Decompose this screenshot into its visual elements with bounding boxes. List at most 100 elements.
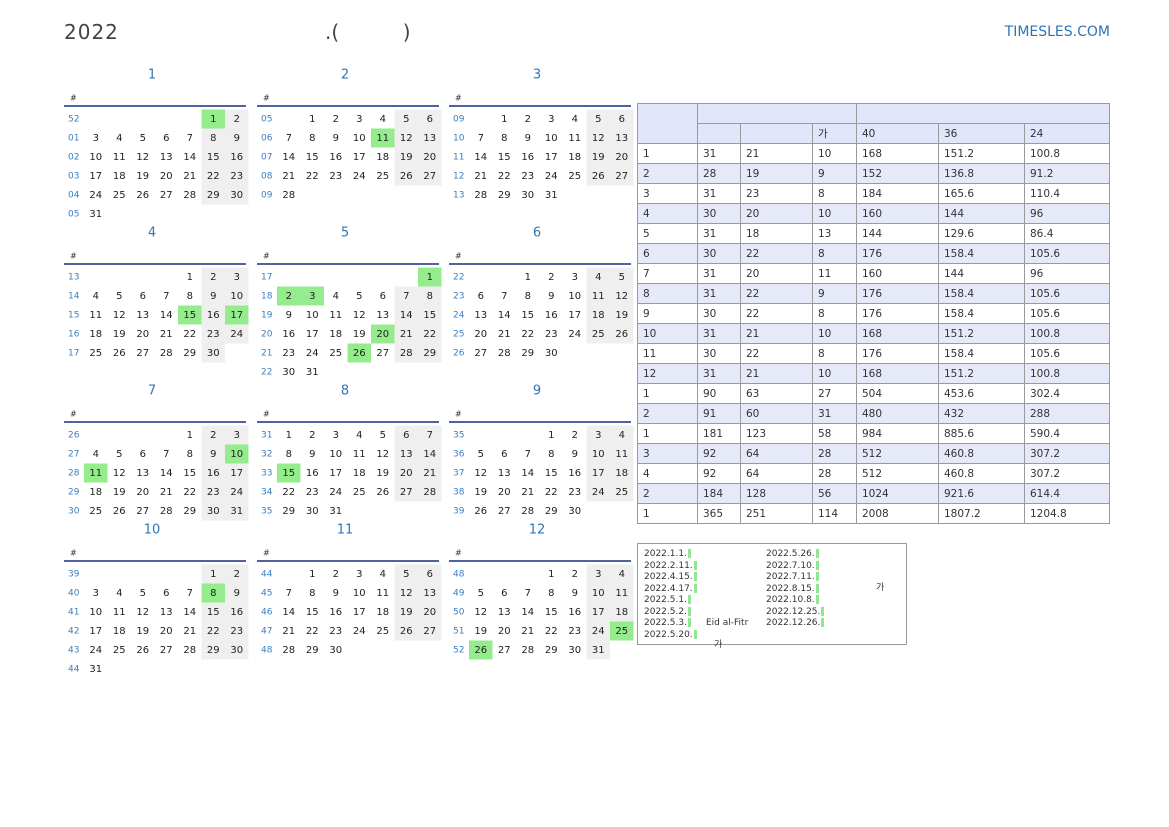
table-cell: 512	[856, 443, 939, 464]
day-number: 12	[136, 152, 149, 163]
table-row: 3 31 23 8 184 165.6 110.4	[637, 183, 1110, 204]
day-number: 31	[89, 209, 102, 220]
table-cell: 365	[697, 503, 741, 524]
day-number: 25	[89, 506, 102, 517]
day-number: 28	[521, 645, 534, 656]
day-number: 20	[160, 626, 173, 637]
day-number: 12	[400, 133, 413, 144]
day-number: 7	[478, 133, 484, 144]
day-number: 20	[615, 152, 628, 163]
table-cell: 8	[637, 283, 698, 304]
holiday-marker	[693, 572, 697, 581]
day-number: 20	[376, 329, 389, 340]
holiday-date: 2022.5.26.	[766, 549, 815, 559]
day-number: 9	[548, 291, 554, 302]
weekend-cell	[201, 602, 225, 622]
day-number: 22	[423, 329, 436, 340]
weekend-cell	[610, 444, 634, 464]
table-cell: 11	[637, 343, 698, 364]
day-number: 12	[376, 449, 389, 460]
week-number: 11	[453, 153, 464, 163]
week-number: 24	[453, 311, 465, 321]
table-cell: 432	[938, 403, 1025, 424]
holiday-cell	[225, 444, 249, 464]
week-header: #	[70, 549, 77, 558]
holiday-item: 2022.1.1.	[644, 549, 691, 561]
holiday-date: 2022.5.2.	[644, 606, 687, 617]
table-cell: 96	[1024, 203, 1110, 224]
table-cell: 100.8	[1024, 363, 1110, 384]
week-number: 09	[261, 191, 273, 201]
day-number: 13	[136, 468, 149, 479]
table-cell: 307.2	[1024, 463, 1110, 484]
table-cell: 176	[856, 243, 939, 264]
day-number: 30	[306, 506, 319, 517]
day-number: 23	[230, 626, 243, 637]
table-cell: 63	[740, 383, 813, 404]
table-row: 9 30 22 8 176 158.4 105.6	[637, 303, 1110, 324]
table-cell: 30	[697, 343, 741, 364]
day-number: 22	[521, 329, 534, 340]
day-number: 15	[282, 468, 295, 479]
day-number: 31	[329, 506, 342, 517]
table-cell: 160	[856, 263, 939, 284]
holiday-cell	[84, 463, 108, 483]
day-number: 8	[501, 133, 507, 144]
day-number: 14	[423, 449, 436, 460]
weekend-cell	[394, 166, 418, 186]
day-number: 27	[160, 645, 173, 656]
day-number: 4	[333, 291, 339, 302]
day-number: 15	[207, 152, 220, 163]
day-number: 14	[183, 152, 196, 163]
week-header: #	[263, 252, 270, 261]
day-number: 8	[525, 291, 531, 302]
day-number: 2	[572, 430, 578, 441]
day-number: 30	[545, 348, 558, 359]
week-number: 36	[453, 450, 465, 460]
day-number: 28	[400, 348, 413, 359]
weekend-cell	[586, 640, 610, 660]
table-cell: 460.8	[938, 463, 1025, 484]
day-number: 6	[619, 114, 625, 125]
day-number: 28	[160, 506, 173, 517]
brand-link[interactable]: TIMESLES.COM	[1004, 24, 1110, 40]
table-cell: 1	[637, 423, 698, 444]
day-number: 15	[545, 468, 558, 479]
week-number: 28	[68, 469, 80, 479]
day-number: 25	[89, 348, 102, 359]
holiday-date: 2022.5.20.	[644, 629, 693, 640]
day-number: 31	[306, 367, 319, 378]
table-cell: 100.8	[1024, 143, 1110, 164]
week-number: 26	[453, 349, 465, 359]
week-number: 49	[453, 589, 465, 599]
day-number: 2	[333, 114, 339, 125]
table-cell: 22	[740, 343, 813, 364]
day-number: 1	[309, 569, 315, 580]
day-number: 31	[230, 506, 243, 517]
week-number: 13	[453, 191, 464, 201]
day-number: 16	[329, 607, 342, 618]
day-number: 9	[286, 310, 292, 321]
day-number: 10	[230, 291, 243, 302]
weekend-cell	[418, 463, 442, 483]
day-number: 24	[353, 626, 366, 637]
week-number: 06	[261, 134, 273, 144]
weekend-cell	[610, 324, 634, 344]
day-number: 7	[403, 291, 409, 302]
day-number: 25	[376, 171, 389, 182]
day-number: 20	[423, 152, 436, 163]
day-number: 18	[89, 487, 102, 498]
day-number: 4	[619, 430, 625, 441]
weekend-cell	[225, 166, 249, 186]
weekend-cell	[225, 621, 249, 641]
day-number: 21	[400, 329, 413, 340]
month-title: 6	[533, 226, 541, 241]
day-number: 20	[136, 487, 149, 498]
table-cell: 28	[697, 163, 741, 184]
day-number: 20	[498, 626, 511, 637]
day-number: 17	[592, 468, 605, 479]
week-number: 07	[261, 153, 272, 163]
weekend-cell	[586, 166, 610, 186]
day-number: 1	[309, 114, 315, 125]
day-number: 2	[309, 430, 315, 441]
